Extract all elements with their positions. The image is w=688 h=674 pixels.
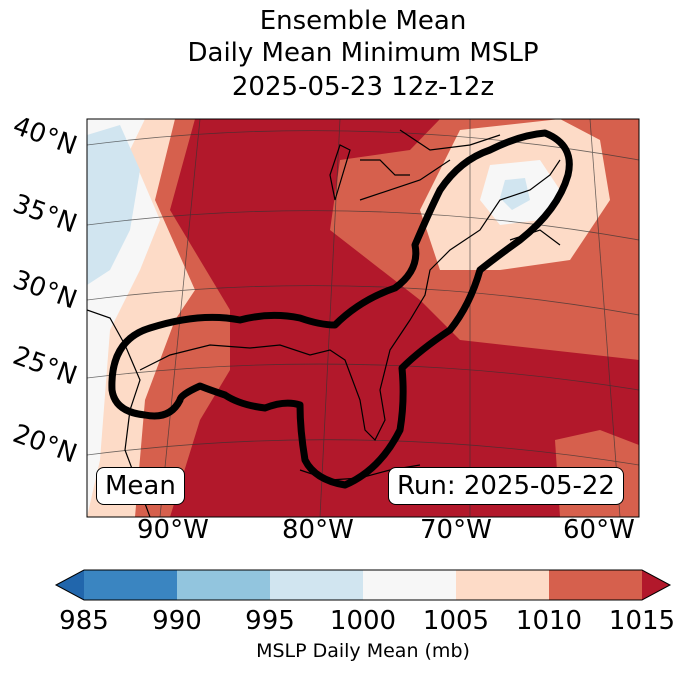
- forecast-cone-outline: [108, 129, 573, 489]
- colorbar-extend-high: [642, 570, 670, 600]
- pressure-field: [87, 119, 639, 517]
- colorbar: [54, 569, 672, 601]
- field-995-northeast: [500, 178, 530, 210]
- title-line-1: Ensemble Mean: [259, 6, 467, 36]
- colorbar-1000-1005: [363, 570, 456, 600]
- colorbar-990-995: [177, 570, 270, 600]
- colorbar-frame: [54, 569, 672, 601]
- title-line-3: 2025-05-23 12z-12z: [231, 72, 495, 102]
- colorbar-tick-1005: 1005: [422, 606, 490, 636]
- title-line-2: Daily Mean Minimum MSLP: [187, 38, 539, 68]
- graticule: [87, 119, 639, 517]
- colorbar-tick-1000: 1000: [329, 606, 397, 636]
- colorbar-extend-low: [56, 570, 84, 600]
- lon-label-80: 80°W: [282, 515, 354, 545]
- colorbar-label: MSLP Daily Mean (mb): [256, 640, 470, 662]
- mean-label-box: Mean: [96, 467, 185, 505]
- lon-label-60: 60°W: [563, 515, 635, 545]
- coastlines: [87, 129, 561, 517]
- map-frame: [86, 118, 640, 518]
- colorbar-985-990: [84, 570, 177, 600]
- field-995-west: [87, 125, 140, 285]
- colorbar-995-1000: [270, 570, 363, 600]
- colorbar-1005-1010: [456, 570, 549, 600]
- colorbar-tick-1015: 1015: [608, 606, 676, 636]
- colorbar-tick-995: 995: [245, 606, 295, 636]
- lon-label-90: 90°W: [137, 515, 209, 545]
- run-date-box: Run: 2025-05-22: [388, 467, 624, 505]
- colorbar-1010-1015: [549, 570, 642, 600]
- lon-label-70: 70°W: [420, 515, 492, 545]
- colorbar-tick-990: 990: [152, 606, 202, 636]
- colorbar-tick-1010: 1010: [515, 606, 583, 636]
- colorbar-tick-985: 985: [59, 606, 109, 636]
